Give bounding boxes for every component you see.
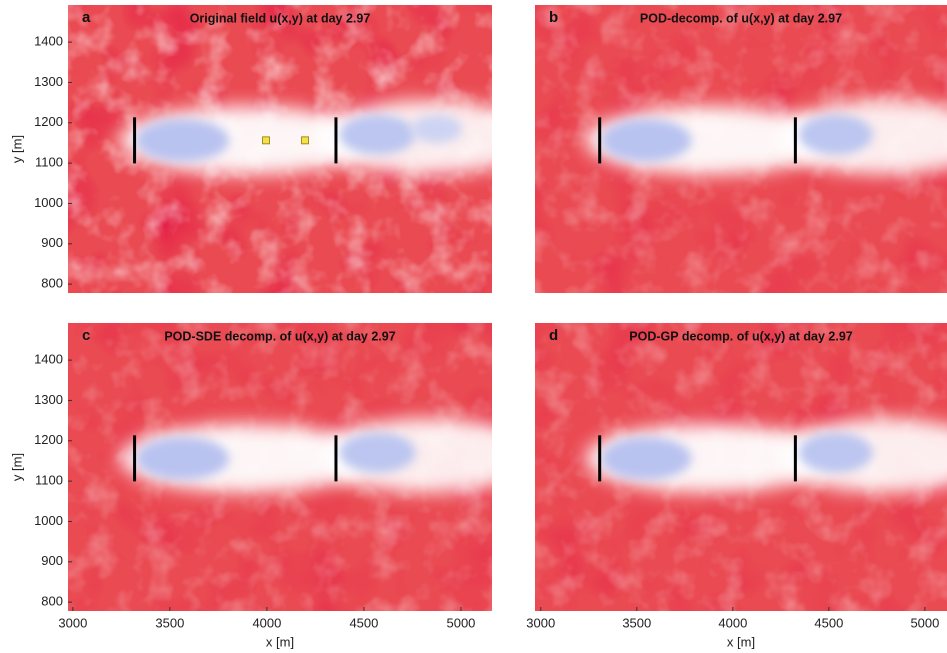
field xyxy=(68,323,492,611)
x-tick-label: 4000 xyxy=(718,615,747,630)
wake-core xyxy=(339,432,416,473)
y-tick-label: 800 xyxy=(41,594,63,609)
panel-letter: b xyxy=(549,9,558,26)
y-tick-label: 900 xyxy=(41,235,63,250)
y-tick-label: 1400 xyxy=(34,352,63,367)
y-tick-label: 1000 xyxy=(34,513,63,528)
panel: a Original field u(x,y) at day 2.97 800 900… xyxy=(9,5,492,293)
panel-title: POD-decomp. of u(x,y) at day 2.97 xyxy=(640,11,842,25)
y-axis-label: y [m] xyxy=(9,135,24,163)
panel: b POD-decomp. of u(x,y) at day 2.97 xyxy=(535,5,947,293)
y-tick-label: 1200 xyxy=(34,114,63,129)
wake-core xyxy=(339,114,416,155)
panel-letter: a xyxy=(82,9,91,26)
panel-title: POD-GP decomp. of u(x,y) at day 2.97 xyxy=(629,329,852,343)
panel-letter: c xyxy=(82,327,90,344)
x-axis-label: x [m] xyxy=(266,634,294,649)
x-tick-label: 4000 xyxy=(252,615,281,630)
x-tick-label: 4500 xyxy=(349,615,378,630)
field xyxy=(535,323,947,611)
x-tick-label: 5000 xyxy=(910,615,939,630)
probe xyxy=(301,136,309,145)
y-tick-label: 900 xyxy=(41,553,63,568)
wake-core xyxy=(798,432,873,473)
wake-core xyxy=(135,118,230,162)
y-tick-label: 1200 xyxy=(34,432,63,447)
field xyxy=(68,5,492,293)
panel-title: POD-SDE decomp. of u(x,y) at day 2.97 xyxy=(164,329,395,343)
panel: d POD-GP decomp. of u(x,y) at day 2.97 300… xyxy=(526,323,947,649)
y-tick-label: 800 xyxy=(41,276,63,291)
field xyxy=(535,5,947,293)
x-tick-label: 5000 xyxy=(446,615,475,630)
y-tick-label: 1300 xyxy=(34,392,63,407)
wake-core xyxy=(600,436,692,480)
y-tick-label: 1100 xyxy=(35,155,63,170)
y-tick-label: 1400 xyxy=(34,34,63,49)
panel-title: Original field u(x,y) at day 2.97 xyxy=(190,11,371,25)
y-tick-label: 1000 xyxy=(34,195,63,210)
panel: c POD-SDE decomp. of u(x,y) at day 2.97 80… xyxy=(9,323,492,649)
x-tick-label: 3500 xyxy=(622,615,651,630)
wake-core xyxy=(135,436,230,480)
probe xyxy=(262,136,270,145)
wake-core xyxy=(798,114,873,155)
x-tick-label: 3000 xyxy=(526,615,555,630)
x-tick-label: 3000 xyxy=(58,615,87,630)
y-tick-label: 1300 xyxy=(34,74,63,89)
panel-letter: d xyxy=(549,327,558,344)
x-axis-label: x [m] xyxy=(727,634,755,649)
wake-core xyxy=(600,118,692,162)
y-tick-label: 1100 xyxy=(35,473,63,488)
wake-core xyxy=(411,114,463,144)
x-tick-label: 3500 xyxy=(155,615,184,630)
y-axis-label: y [m] xyxy=(9,453,24,481)
x-tick-label: 4500 xyxy=(814,615,843,630)
